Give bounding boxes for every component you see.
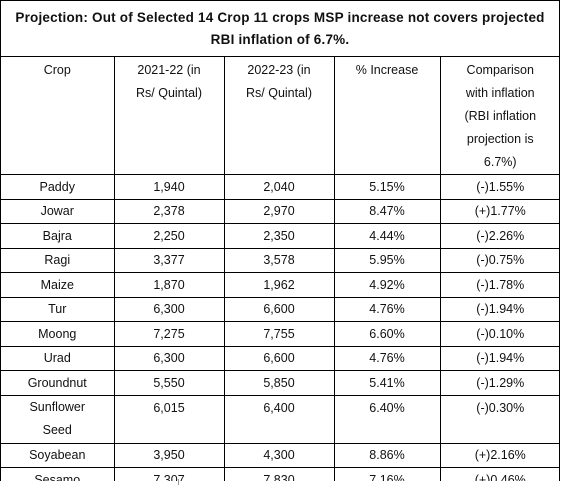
cell-crop: Moong — [1, 321, 115, 347]
cell-2022-23: 6,600 — [223, 296, 335, 322]
header-comparison: Comparison with inflation (RBI inflation… — [439, 57, 559, 175]
cell-2022-23: 3,578 — [223, 247, 335, 273]
table-row: Maize 1,870 1,962 4.92% (-)1.78% — [1, 272, 559, 298]
title-line-1: Projection: Out of Selected 14 Crop 11 c… — [15, 10, 545, 25]
cell-comparison: (-)0.75% — [439, 247, 559, 273]
header-comparison-line5: 6.7%) — [483, 155, 517, 169]
cell-pct-increase: 6.40% — [333, 394, 441, 444]
table-row: Ragi 3,377 3,578 5.95% (-)0.75% — [1, 247, 559, 273]
cell-2021-22: 6,015 — [113, 394, 225, 444]
header-comparison-line4: projection is — [466, 132, 534, 146]
cell-2022-23: 2,970 — [223, 198, 335, 224]
header-2021-22: 2021-22 (in Rs/ Quintal) — [113, 57, 225, 175]
msp-table: Crop 2021-22 (in Rs/ Quintal) 2022-23 (in… — [1, 57, 559, 485]
cell-2021-22: 3,950 — [113, 442, 225, 468]
cell-comparison: (-)0.10% — [439, 321, 559, 347]
cell-comparison: (+)2.16% — [439, 442, 559, 468]
header-2021-22-line2: Rs/ Quintal) — [136, 86, 202, 100]
cell-crop-line2: Seed — [42, 423, 72, 437]
cell-comparison: (-)1.94% — [439, 296, 559, 322]
table-row: Bajra 2,250 2,350 4.44% (-)2.26% — [1, 223, 559, 249]
cell-comparison: (-)1.55% — [439, 174, 559, 200]
bottom-crop-edge — [0, 481, 565, 485]
cell-2022-23: 1,962 — [223, 272, 335, 298]
header-crop: Crop — [1, 57, 115, 175]
cell-crop: Tur — [1, 296, 115, 322]
cell-pct-increase: 4.76% — [333, 345, 441, 371]
header-pct-increase: % Increase — [333, 57, 441, 175]
cell-2022-23: 4,300 — [223, 442, 335, 468]
cell-2021-22: 2,378 — [113, 198, 225, 224]
cell-2022-23: 5,850 — [223, 370, 335, 396]
cell-pct-increase: 4.76% — [333, 296, 441, 322]
cell-2022-23: 6,400 — [223, 394, 335, 444]
cell-2021-22: 6,300 — [113, 296, 225, 322]
cell-comparison: (-)1.29% — [439, 370, 559, 396]
header-comparison-line1: Comparison — [466, 63, 534, 77]
cell-crop: Soyabean — [1, 442, 115, 468]
header-2022-23: 2022-23 (in Rs/ Quintal) — [223, 57, 335, 175]
header-comparison-line2: with inflation — [465, 86, 535, 100]
table-row: Urad 6,300 6,600 4.76% (-)1.94% — [1, 345, 559, 371]
header-comparison-line3: (RBI inflation — [464, 109, 537, 123]
header-2022-23-line2: Rs/ Quintal) — [246, 86, 312, 100]
cell-crop: Paddy — [1, 174, 115, 200]
cell-pct-increase: 4.44% — [333, 223, 441, 249]
cell-2021-22: 1,870 — [113, 272, 225, 298]
header-row: Crop 2021-22 (in Rs/ Quintal) 2022-23 (in… — [1, 57, 559, 175]
cell-comparison: (-)1.94% — [439, 345, 559, 371]
cell-crop: Maize — [1, 272, 115, 298]
cell-pct-increase: 6.60% — [333, 321, 441, 347]
cell-2022-23: 2,350 — [223, 223, 335, 249]
cell-2022-23: 7,755 — [223, 321, 335, 347]
title-line-2: RBI inflation of 6.7%. — [210, 32, 350, 47]
cell-2021-22: 6,300 — [113, 345, 225, 371]
cell-pct-increase: 5.15% — [333, 174, 441, 200]
cell-2021-22: 1,940 — [113, 174, 225, 200]
cell-2022-23: 6,600 — [223, 345, 335, 371]
cell-crop-line1: Sunflower — [29, 400, 86, 414]
cell-crop: Urad — [1, 345, 115, 371]
cell-2021-22: 2,250 — [113, 223, 225, 249]
table-row: Groundnut 5,550 5,850 5.41% (-)1.29% — [1, 370, 559, 396]
cell-crop: Bajra — [1, 223, 115, 249]
cell-crop: Ragi — [1, 247, 115, 273]
cell-2022-23: 2,040 — [223, 174, 335, 200]
cell-comparison: (-)1.78% — [439, 272, 559, 298]
table-row: Jowar 2,378 2,970 8.47% (+)1.77% — [1, 198, 559, 224]
cell-pct-increase: 8.86% — [333, 442, 441, 468]
table-row: Paddy 1,940 2,040 5.15% (-)1.55% — [1, 174, 559, 200]
cell-pct-increase: 4.92% — [333, 272, 441, 298]
cell-comparison: (-)2.26% — [439, 223, 559, 249]
table-row: Sunflower Seed 6,015 6,400 6.40% (-)0.30… — [1, 394, 559, 444]
cell-crop: Jowar — [1, 198, 115, 224]
header-2022-23-line1: 2022-23 (in — [247, 63, 311, 77]
cell-crop: Groundnut — [1, 370, 115, 396]
cell-pct-increase: 5.41% — [333, 370, 441, 396]
cell-pct-increase: 8.47% — [333, 198, 441, 224]
table-row: Soyabean 3,950 4,300 8.86% (+)2.16% — [1, 442, 559, 468]
cell-crop: Sunflower Seed — [1, 394, 115, 444]
header-2021-22-line1: 2021-22 (in — [137, 63, 201, 77]
table-title: Projection: Out of Selected 14 Crop 11 c… — [1, 1, 559, 57]
table-row: Tur 6,300 6,600 4.76% (-)1.94% — [1, 296, 559, 322]
cell-pct-increase: 5.95% — [333, 247, 441, 273]
scroll-tick-mark — [178, 479, 179, 485]
cell-comparison: (+)1.77% — [439, 198, 559, 224]
cell-2021-22: 3,377 — [113, 247, 225, 273]
table-row: Moong 7,275 7,755 6.60% (-)0.10% — [1, 321, 559, 347]
cell-2021-22: 5,550 — [113, 370, 225, 396]
cell-2021-22: 7,275 — [113, 321, 225, 347]
cell-comparison: (-)0.30% — [439, 394, 559, 444]
